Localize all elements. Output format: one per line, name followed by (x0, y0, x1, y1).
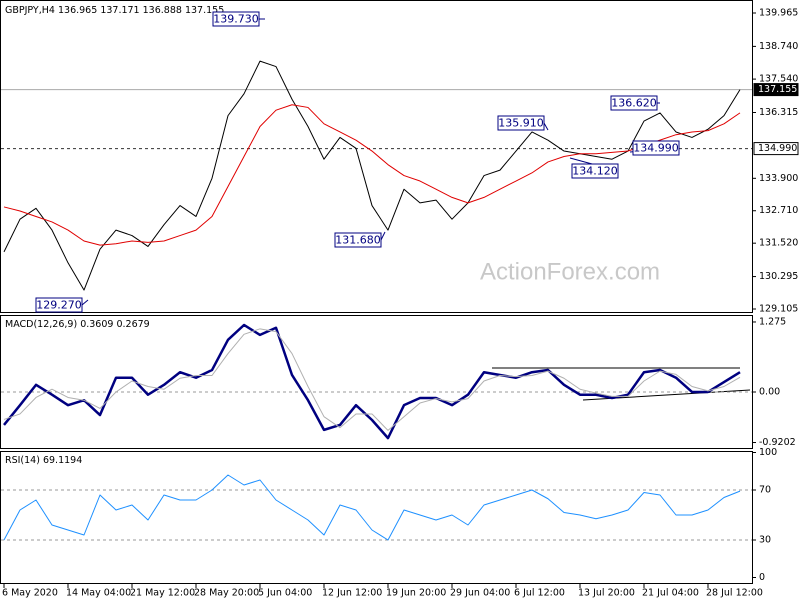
macd-header: MACD(12,26,9) 0.3609 0.2679 (5, 319, 150, 330)
x-tick-label: 21 Jul 04:00 (642, 588, 699, 599)
y-tick-label: -0.9202 (759, 437, 796, 448)
macd-pane (0, 315, 753, 449)
annotation-box (632, 140, 680, 156)
series-line (3, 104, 741, 246)
y-tick-label: 100 (759, 447, 777, 458)
x-tick-label: 13 Jul 20:00 (578, 588, 635, 599)
rsi-title: RSI(14) (5, 455, 40, 466)
y-tick-label: 1.275 (759, 316, 786, 327)
x-tick-label: 6 May 2020 (2, 588, 58, 599)
y-tick-label: 139.965 (759, 8, 798, 19)
annotation: 129.270 (36, 299, 82, 312)
x-tick-label: 6 Jul 12:00 (514, 588, 565, 599)
series-line (3, 474, 741, 541)
price-header: GBPJPY,H4 136.965 137.171 136.888 137.15… (5, 5, 224, 16)
series-line (3, 328, 741, 431)
open: 136.965 (58, 5, 97, 16)
series-line (3, 60, 741, 291)
price-label: 134.990 (758, 143, 797, 154)
price-pane (0, 0, 753, 313)
x-tick-label: 19 Jun 20:00 (386, 588, 446, 599)
high: 137.171 (100, 5, 139, 16)
y-tick-label: 138.740 (759, 41, 798, 52)
annotation-box (497, 115, 545, 131)
y-tick-label: 0 (759, 572, 765, 583)
low: 136.888 (143, 5, 182, 16)
y-tick-label: 132.710 (759, 205, 798, 216)
annotation: 134.120 (572, 165, 618, 178)
annotation-box (334, 232, 382, 248)
y-tick-label: 129.105 (759, 304, 798, 315)
price-label-box (753, 83, 799, 97)
y-tick-label: 131.520 (759, 238, 798, 249)
x-tick-label: 21 May 12:00 (130, 588, 195, 599)
x-tick-label: 12 Jun 12:00 (322, 588, 382, 599)
rsi-header: RSI(14) 69.1194 (5, 455, 82, 466)
rsi-value: 69.1194 (43, 455, 82, 466)
annotation-leader (543, 122, 549, 131)
x-tick-label: 28 Jul 12:00 (706, 588, 763, 599)
signal-value: 0.2679 (116, 319, 149, 330)
y-tick-label: 30 (759, 535, 771, 546)
y-tick-label: 130.295 (759, 271, 798, 282)
watermark: ActionForex.com (480, 258, 660, 285)
macd-title: MACD(12,26,9) (5, 319, 77, 330)
price-label-box (753, 142, 799, 156)
series-line (3, 323, 741, 440)
rsi-pane (0, 451, 753, 584)
price-label: 137.155 (758, 84, 797, 95)
y-tick-label: 0.00 (759, 386, 780, 397)
symbol: GBPJPY,H4 (5, 5, 55, 16)
x-tick-label: 14 May 04:00 (66, 588, 131, 599)
annotation-leader (81, 299, 89, 306)
annotation-box (35, 297, 83, 313)
annotation: 139.730 (213, 13, 259, 26)
annotation-box (571, 163, 619, 179)
x-tick-label: 29 Jun 04:00 (450, 588, 510, 599)
x-tick-label: 5 Jun 04:00 (258, 588, 312, 599)
annotation: 135.910 (498, 117, 544, 130)
y-tick-label: 136.315 (759, 107, 798, 118)
y-tick-label: 133.900 (759, 173, 798, 184)
annotation: 136.620 (611, 97, 657, 110)
y-tick-label: 137.540 (759, 74, 798, 85)
annotation: 131.680 (335, 234, 381, 247)
annotation: 134.990 (633, 142, 679, 155)
macd-value: 0.3609 (80, 319, 113, 330)
y-tick-label: 70 (759, 485, 771, 496)
annotation-leader (380, 231, 386, 241)
annotation-box (610, 95, 658, 111)
close: 137.155 (185, 5, 224, 16)
x-tick-label: 28 May 20:00 (194, 588, 259, 599)
annotation-box (212, 11, 260, 27)
